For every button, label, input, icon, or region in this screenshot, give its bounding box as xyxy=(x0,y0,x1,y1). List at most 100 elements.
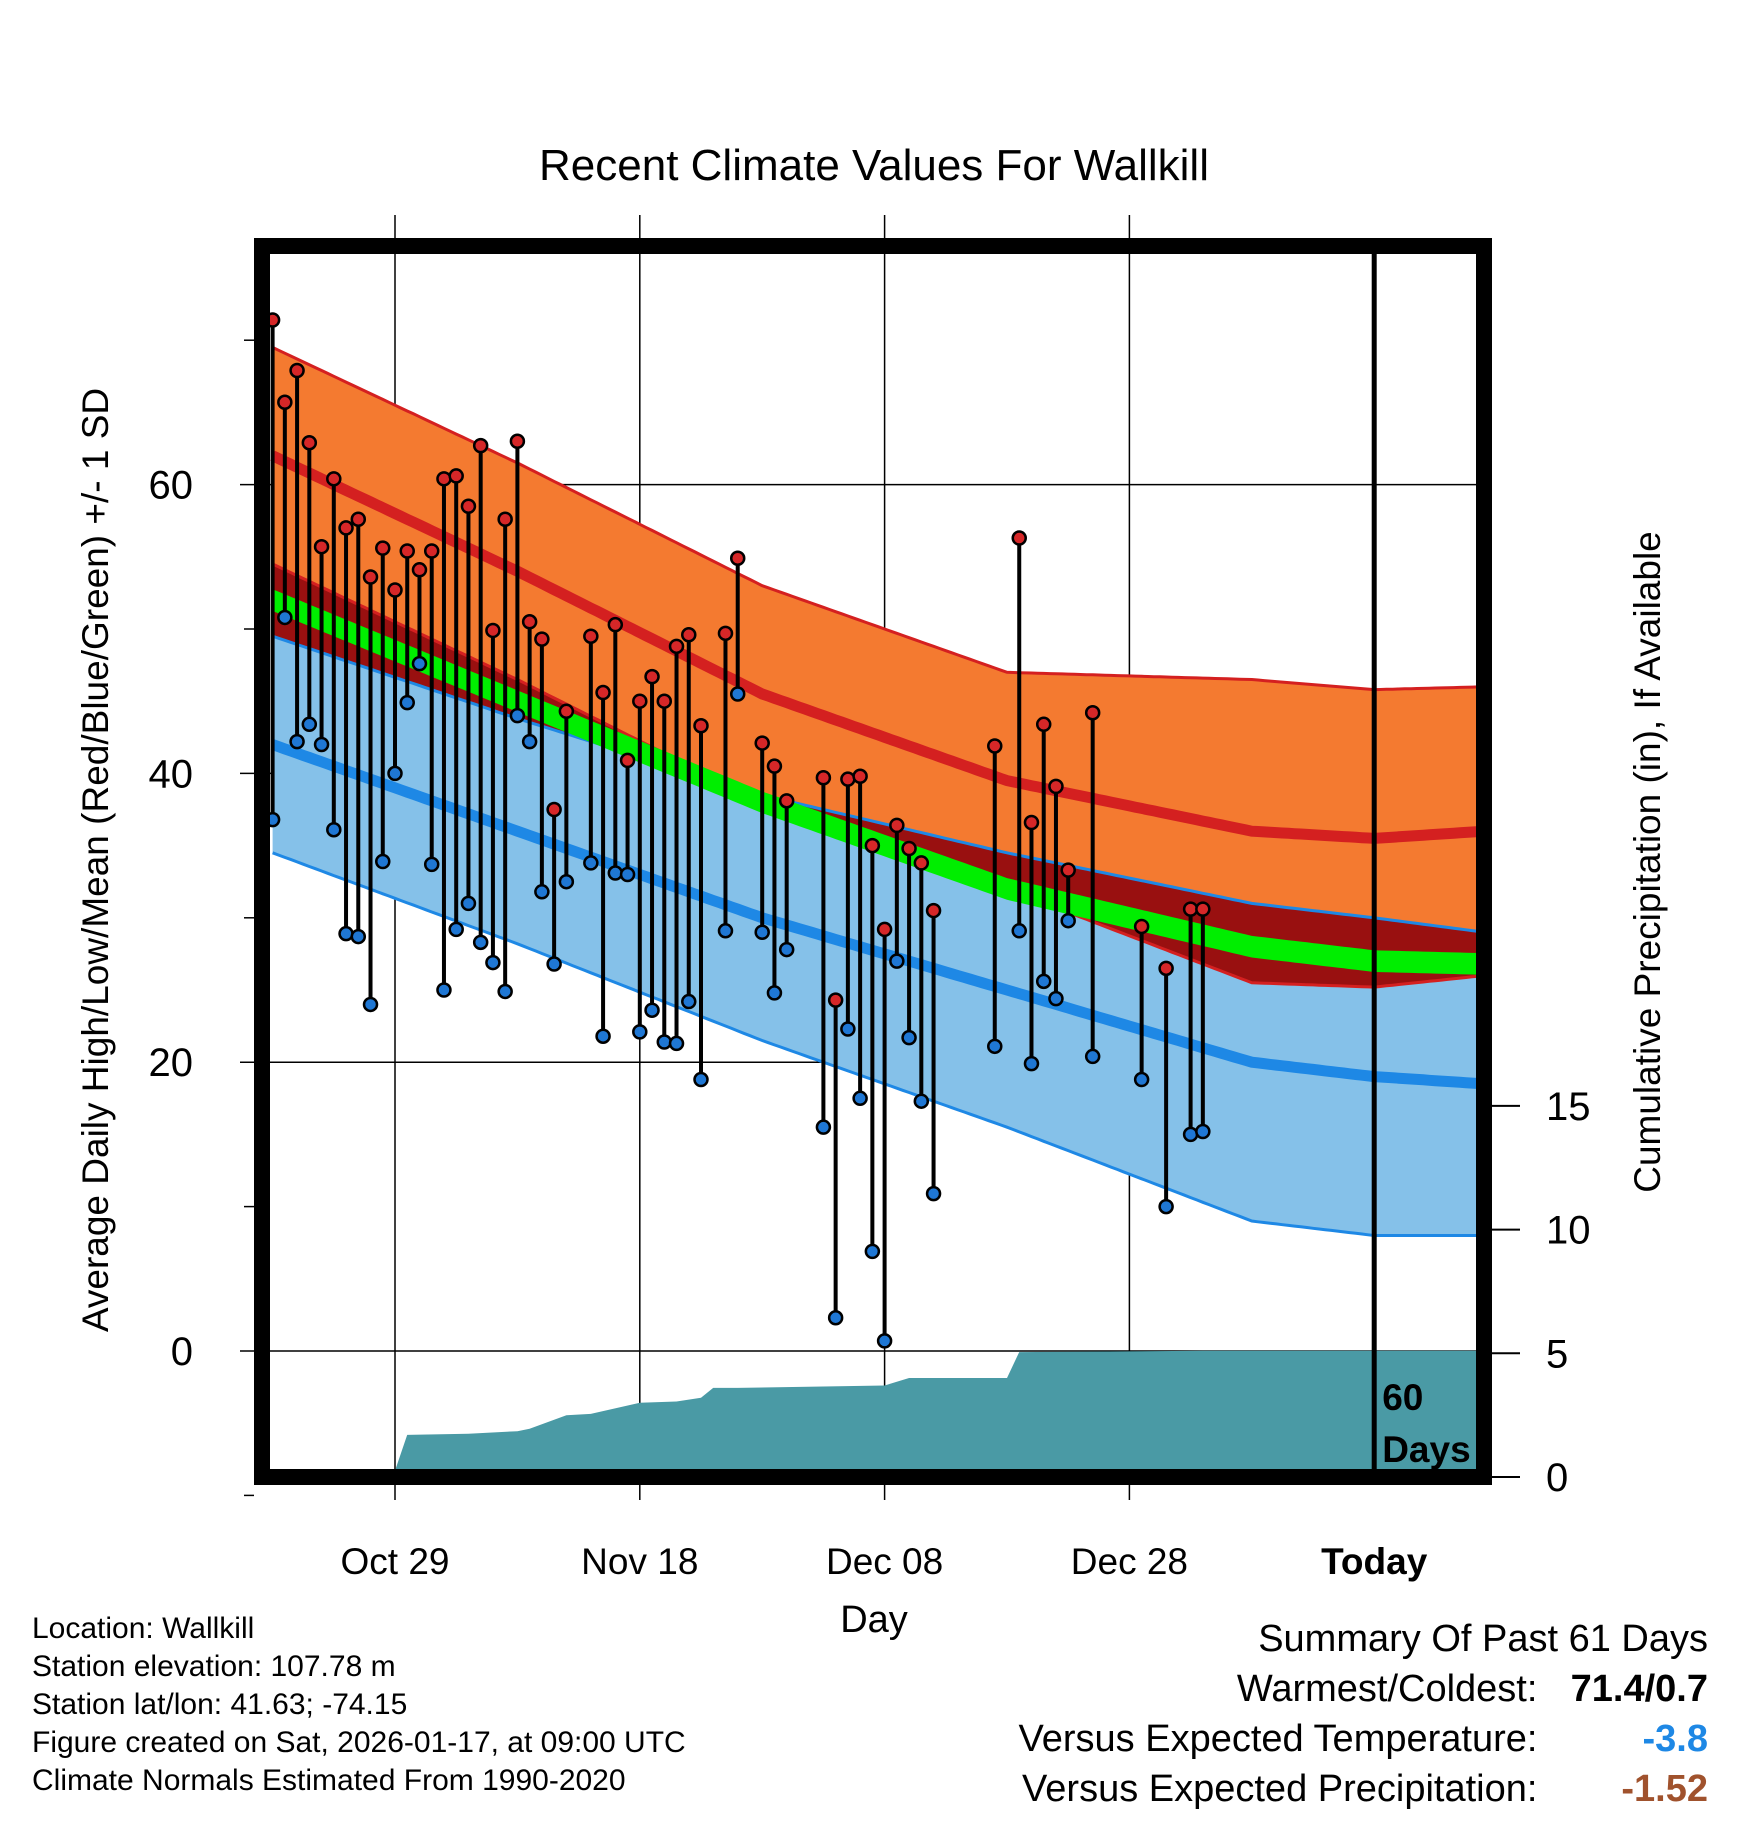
high-point xyxy=(1084,705,1101,721)
y2-tick-label: 15 xyxy=(1546,1085,1591,1129)
high-point xyxy=(1133,918,1150,935)
x-axis-label: Day xyxy=(840,1599,908,1641)
low-point xyxy=(313,736,330,753)
low-point xyxy=(1133,1071,1150,1088)
low-point xyxy=(387,765,403,782)
high-point xyxy=(338,520,354,536)
high-point xyxy=(521,614,538,630)
station-info: Location: Wallkill Station elevation: 10… xyxy=(32,1610,686,1800)
high-point xyxy=(827,992,844,1008)
high-point xyxy=(497,511,513,528)
low-point xyxy=(301,716,318,733)
low-mean-line xyxy=(270,739,1485,1090)
temp-label: Versus Expected Temperature: xyxy=(1018,1718,1538,1760)
high-point xyxy=(901,840,917,857)
low-point xyxy=(644,1002,660,1018)
low-point xyxy=(632,1024,648,1040)
y-tick-label: 20 xyxy=(149,1041,194,1085)
low-point xyxy=(619,866,636,883)
low-point xyxy=(399,694,415,711)
high-point xyxy=(411,562,428,578)
low-point xyxy=(693,1071,709,1088)
low-point xyxy=(460,895,477,912)
low-point xyxy=(350,928,367,945)
x-tick-label: Today xyxy=(1321,1541,1428,1582)
low-sd-lower-line xyxy=(272,851,1485,1237)
high-point xyxy=(681,627,697,643)
low-point xyxy=(289,733,305,750)
elevation-text: Station elevation: 107.78 m xyxy=(32,1650,396,1683)
precip-label: Versus Expected Precipitation: xyxy=(1022,1768,1538,1810)
low-point xyxy=(1048,990,1064,1007)
low-point xyxy=(1158,1198,1174,1215)
low-point xyxy=(472,934,489,951)
high-point xyxy=(362,569,379,585)
high-point xyxy=(472,437,489,454)
low-point xyxy=(876,1333,893,1349)
low-sd-band xyxy=(272,636,1485,1236)
high-point xyxy=(693,717,709,734)
high-point xyxy=(583,628,599,644)
low-point xyxy=(521,733,538,750)
low-point xyxy=(583,855,599,871)
high-point xyxy=(1195,901,1211,917)
low-point xyxy=(815,1119,832,1135)
high-point xyxy=(840,771,856,787)
high-point xyxy=(558,703,575,720)
low-point xyxy=(754,924,770,940)
high-point xyxy=(1060,862,1076,878)
high-point xyxy=(754,735,770,751)
y-tick-label: 60 xyxy=(149,464,194,508)
high-mean-line xyxy=(270,450,1485,844)
today-label: 60 xyxy=(1382,1377,1423,1418)
high-point xyxy=(852,768,868,785)
low-point xyxy=(497,983,513,1000)
y-tick-label: 0 xyxy=(171,1330,193,1374)
low-point xyxy=(436,982,452,998)
low-point xyxy=(840,1021,856,1037)
high-point xyxy=(534,631,550,647)
high-sd-band xyxy=(272,347,1485,988)
high-point xyxy=(399,543,415,559)
low-point xyxy=(987,1038,1003,1055)
high-point xyxy=(1158,960,1174,977)
x-tick-label: Nov 18 xyxy=(581,1541,698,1582)
low-point xyxy=(901,1029,917,1046)
y-tick-label: 40 xyxy=(149,752,194,796)
x-tick-label: Dec 28 xyxy=(1071,1541,1188,1582)
high-point xyxy=(913,855,930,871)
summary-temp: Versus Expected Temperature: -3.8 xyxy=(1019,1714,1708,1764)
low-point xyxy=(925,1185,942,1202)
high-point xyxy=(619,752,636,769)
high-point xyxy=(326,471,342,487)
high-point xyxy=(448,468,464,484)
high-point xyxy=(889,817,905,834)
low-point xyxy=(411,655,428,672)
high-point xyxy=(387,582,403,598)
low-point xyxy=(766,985,783,1001)
high-point xyxy=(1035,716,1052,733)
low-point xyxy=(889,953,905,969)
low-point xyxy=(656,1034,673,1050)
high-point xyxy=(509,433,526,450)
low-point xyxy=(326,821,342,838)
high-point xyxy=(460,498,477,515)
high-point xyxy=(289,362,305,379)
high-point xyxy=(717,625,734,642)
low-point xyxy=(607,865,624,881)
low-point xyxy=(448,921,464,938)
y2-axis-label: Cumulative Precipitation (in), If Availa… xyxy=(1627,531,1668,1193)
high-point xyxy=(436,471,452,487)
low-point xyxy=(534,884,550,900)
high-point xyxy=(595,684,611,701)
low-point xyxy=(277,609,293,626)
x-tick-label: Dec 08 xyxy=(826,1541,943,1582)
normal-bands xyxy=(270,346,1485,1237)
normals-period-text: Climate Normals Estimated From 1990-2020 xyxy=(32,1764,626,1797)
high-point xyxy=(546,801,562,818)
high-point xyxy=(864,837,881,854)
low-point xyxy=(558,873,575,890)
high-point xyxy=(778,793,795,809)
low-point xyxy=(423,856,440,873)
low-point xyxy=(668,1035,685,1052)
